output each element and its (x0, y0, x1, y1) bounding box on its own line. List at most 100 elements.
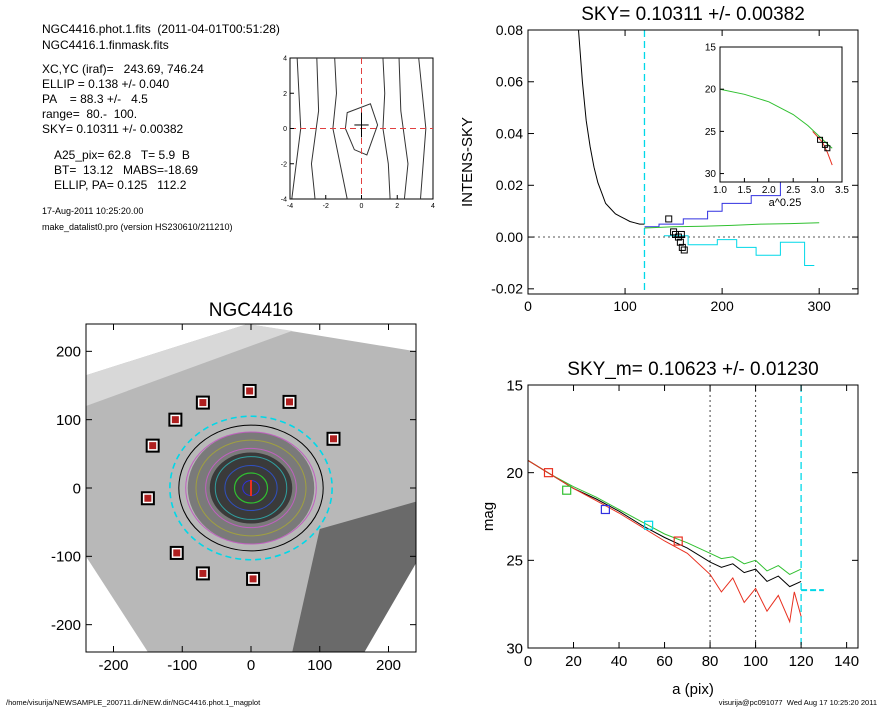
mag-marker (600, 504, 610, 515)
inset-xtick-label: 2.5 (786, 185, 800, 196)
mag-series-green (527, 459, 802, 575)
sky-ytick-label: 0.02 (496, 177, 523, 193)
sky-marker (676, 238, 684, 246)
galaxy-title: NGC4416 (209, 300, 294, 321)
isophote-ellipse (185, 431, 317, 545)
inset-marker (824, 145, 831, 152)
mag-ytick-label: 20 (506, 465, 523, 482)
date-stamp: 17-Aug-2011 10:25:20.00 (42, 206, 144, 216)
mag-xtick-label: 0 (524, 653, 532, 670)
contour-ytick-label: -4 (281, 197, 287, 204)
isophote-ellipse (205, 447, 297, 529)
contour-line (310, 57, 320, 200)
mag-series-red (527, 459, 802, 624)
mag-xtick-label: 100 (743, 653, 768, 670)
mag-ytick-label: 25 (506, 553, 523, 570)
contour-xtick-label: 0 (360, 203, 364, 210)
inset-xtick-label: 3.0 (811, 185, 825, 196)
mag-xtick-label: 20 (565, 653, 582, 670)
contour-line (398, 57, 409, 200)
mag-frame (527, 384, 859, 649)
isophote-ellipse (233, 472, 269, 504)
mag-chart-title: SKY_m= 0.10623 +/- 0.01230 (567, 359, 818, 380)
mag-marker (543, 468, 554, 478)
sky-xtick-label: 100 (613, 298, 637, 314)
contour-xtick-label: 4 (431, 203, 435, 210)
result-a25: A25_pix= 62.8 T= 5.9 B (54, 148, 190, 162)
inset-xtick-label: 3.5 (835, 185, 849, 196)
sky-chart-title: SKY= 0.10311 +/- 0.00382 (581, 4, 805, 25)
inset-frame (719, 46, 843, 183)
masked-star-core (149, 442, 157, 450)
masked-star-core (286, 398, 293, 406)
galaxy-ytick-label: 100 (56, 412, 81, 429)
sky-ytick-label: 0.08 (496, 22, 523, 38)
mag-ytick-label: 15 (506, 377, 523, 394)
isophote-ellipse (178, 424, 324, 552)
masked-star-core (171, 416, 179, 424)
contour-ytick-label: 0 (283, 126, 287, 133)
footer-path: /home/visurija/NEWSAMPLE_200711.dir/NEW.… (6, 698, 261, 707)
masked-star-core (199, 399, 207, 407)
param-range: range= 80.- 100. (42, 107, 138, 121)
param-ellip: ELLIP = 0.138 +/- 0.040 (42, 77, 170, 91)
mag-xtick-label: 120 (789, 653, 814, 670)
galaxy-ytick-label: 0 (73, 480, 81, 497)
galaxy-ytick-label: -200 (51, 617, 81, 634)
mag-xtick-label: 40 (611, 653, 628, 670)
sky-xtick-label: 300 (807, 298, 831, 314)
result-ellip-pa: ELLIP, PA= 0.125 112.2 (54, 178, 187, 192)
sky-series-black (578, 29, 645, 225)
sky-ytick-label: 0.00 (496, 229, 523, 245)
galaxy-xtick-label: 0 (247, 657, 255, 674)
sky-ylabel: INTENS-SKY (459, 117, 476, 207)
contour-ytick-label: 2 (283, 91, 287, 98)
inset-ytick-label: 30 (705, 169, 717, 180)
galaxy-xtick-label: 100 (307, 657, 332, 674)
sky-ytick-label: -0.02 (491, 281, 523, 297)
masked-star-core (144, 494, 152, 502)
inset-ytick-label: 15 (705, 43, 717, 54)
contour-xtick-label: -2 (323, 203, 329, 210)
param-center: XC,YC (iraf)= 243.69, 746.24 (42, 62, 204, 76)
galaxy-ytick-label: 200 (56, 344, 81, 361)
isophote-ellipse (214, 456, 288, 520)
inset-ytick-label: 20 (705, 85, 717, 96)
inset-xtick-label: 1.0 (713, 185, 727, 196)
inset-marker (817, 136, 824, 143)
program-version: make_datalist0.pro (version HS230610/211… (42, 222, 233, 232)
sky-series-green (644, 222, 820, 229)
file-title: NGC4416.phot.1.fits (2011-04-01T00:51:28… (42, 22, 280, 36)
inset-xtick-label: 2.0 (762, 185, 776, 196)
param-pa: PA = 88.3 +/- 4.5 (42, 92, 148, 106)
masked-star-core (199, 569, 207, 577)
mag-xtick-label: 80 (702, 653, 719, 670)
result-bt: BT= 13.12 MABS=-18.69 (54, 163, 199, 177)
contour-xtick-label: 2 (395, 203, 399, 210)
mag-xlabel: a (pix) (672, 681, 714, 698)
masked-star-core (246, 387, 254, 395)
sky-marker (680, 246, 688, 254)
galaxy-xtick-label: -200 (98, 657, 128, 674)
mag-marker (673, 536, 683, 546)
mag-xtick-label: 60 (656, 653, 673, 670)
sky-frame (527, 29, 859, 295)
inset-ytick-label: 25 (705, 127, 717, 138)
mag-marker (644, 520, 654, 530)
galaxy-xtick-label: -100 (167, 657, 197, 674)
contour-ytick-label: -2 (281, 161, 287, 168)
isophote-ellipse (195, 439, 307, 537)
mag-xtick-label: 140 (834, 653, 859, 670)
footer-user: visurija@pc091077 Wed Aug 17 10:25:20 20… (718, 698, 877, 707)
mag-ylabel: mag (480, 502, 497, 531)
mask-file: NGC4416.1.finmask.fits (42, 38, 169, 52)
isophote-ellipse (169, 415, 333, 561)
sky-xtick-label: 0 (524, 298, 532, 314)
inset-xtick-label: 1.5 (737, 185, 751, 196)
contour-ytick-label: 4 (283, 56, 287, 63)
sky-marker (665, 215, 673, 223)
galaxy-ytick-label: -100 (51, 549, 81, 566)
mag-ytick-label: 30 (506, 640, 523, 657)
mag-series-black (527, 459, 802, 588)
